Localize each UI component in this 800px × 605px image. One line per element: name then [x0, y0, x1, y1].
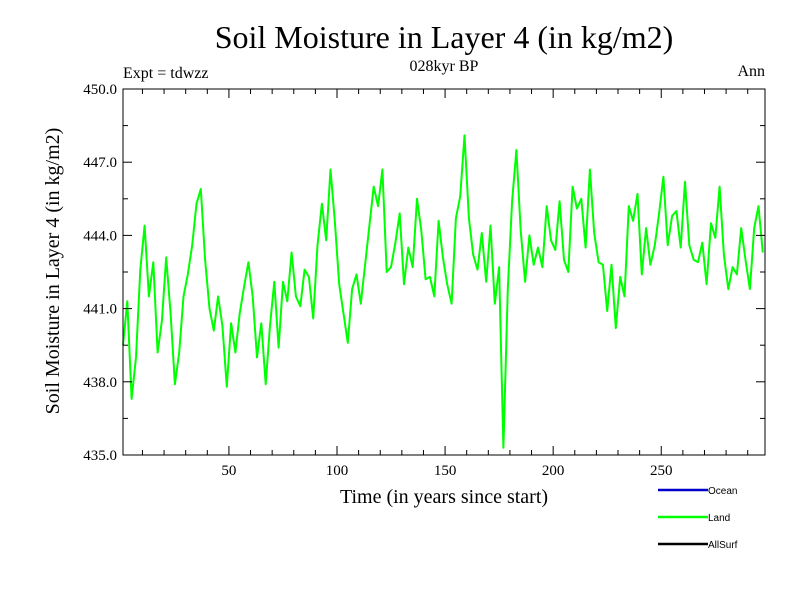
- legend-label-allsurf: AllSurf: [708, 540, 738, 551]
- y-tick-label: 435.0: [83, 448, 117, 464]
- legend-label-land: Land: [708, 513, 730, 524]
- chart-subtitle: 028kyr BP: [410, 58, 479, 75]
- y-axis-label: Soil Moisture in Layer 4 (in kg/m2): [42, 128, 64, 415]
- y-tick-label: 450.0: [83, 82, 117, 98]
- x-tick-label: 150: [434, 463, 457, 479]
- y-tick-label: 447.0: [83, 155, 117, 171]
- season-label: Ann: [737, 63, 765, 80]
- experiment-label: Expt = tdwzz: [123, 65, 208, 82]
- chart-title: Soil Moisture in Layer 4 (in kg/m2): [215, 19, 674, 55]
- series-line-land: [122, 134, 764, 449]
- plot-area: 50 100 150 200 250 435.0 438.0 441.0 444.0 447.0 4…: [83, 82, 766, 479]
- y-tick-label: 438.0: [83, 375, 117, 391]
- y-tick-label: 441.0: [83, 302, 117, 318]
- x-tick-label: 100: [326, 463, 349, 479]
- legend-label-ocean: Ocean: [708, 486, 737, 497]
- x-tick-label: 50: [221, 463, 236, 479]
- plot-frame: [122, 88, 766, 456]
- legend: Ocean Land AllSurf: [658, 486, 738, 551]
- x-axis-label: Time (in years since start): [340, 486, 548, 508]
- x-tick-label: 200: [542, 463, 565, 479]
- y-tick-label: 444.0: [83, 228, 117, 244]
- x-tick-label: 250: [650, 463, 673, 479]
